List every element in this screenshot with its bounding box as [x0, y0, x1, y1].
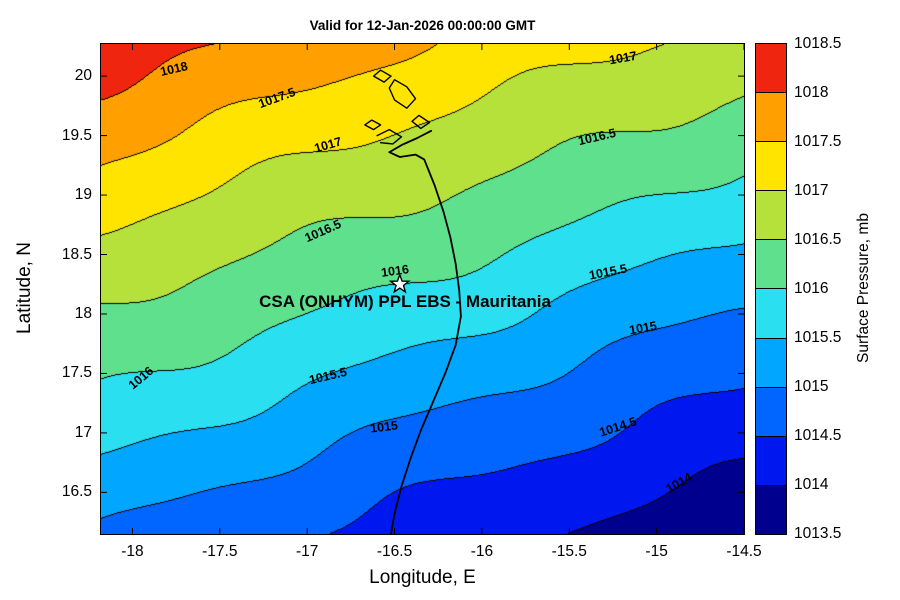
colorbar-tick-label: 1017.5 [794, 133, 842, 150]
colorbar-tick-label: 1015 [794, 378, 829, 395]
colorbar-band [756, 338, 786, 388]
x-tick-label: -18 [121, 543, 144, 560]
bay-path [376, 128, 403, 145]
colorbar-tick-label: 1017 [794, 182, 829, 199]
map-overlay [101, 44, 744, 534]
x-tick-label: -17.5 [202, 543, 238, 560]
colorbar-tick-label: 1018.5 [794, 35, 842, 52]
colorbar-tick-label: 1014 [794, 476, 829, 493]
x-tick-label: -17 [295, 543, 319, 560]
colorbar-tick-label: 1014.5 [794, 427, 842, 444]
x-axis-title: Longitude, E [369, 567, 476, 588]
y-tick-label: 19.5 [61, 126, 92, 144]
contour-field-canvas [101, 44, 744, 534]
x-tick-label: -16 [470, 543, 494, 560]
colorbar-band [756, 289, 786, 339]
colorbar-title: Surface Pressure, mb [855, 213, 872, 363]
colorbar [755, 43, 787, 535]
x-tick-label: -16.5 [376, 543, 413, 560]
colorbar-title-wrap: Surface Pressure, mb [846, 43, 882, 533]
colorbar-band [756, 142, 786, 192]
island-path [372, 69, 392, 83]
plot-area: CSA (ONHYM) PPL EBS - Mauritania 1018 101… [100, 43, 745, 535]
colorbar-band [756, 191, 786, 241]
island-path [388, 79, 417, 109]
colorbar-band [756, 44, 786, 94]
y-tick-label: 16.5 [61, 483, 92, 501]
colorbar-band [756, 93, 786, 143]
x-tick-label: -15 [645, 543, 668, 560]
colorbar-band [756, 485, 786, 534]
y-tick-label: 18.5 [61, 245, 92, 263]
colorbar-band [756, 436, 786, 486]
x-tick-label: -15.5 [551, 543, 587, 560]
y-tick-label: 18 [74, 304, 92, 322]
y-tick-label: 17.5 [61, 364, 92, 382]
coastline-path [388, 129, 462, 534]
island-path [364, 119, 382, 131]
y-tick-label: 17 [74, 423, 92, 441]
colorbar-tick-label: 1013.5 [794, 525, 842, 542]
y-axis-title-wrap: Latitude, N [8, 43, 42, 533]
chart-title: Valid for 12-Jan-2026 00:00:00 GMT [309, 18, 536, 33]
colorbar-tick-label: 1015.5 [794, 329, 842, 346]
island-path [411, 114, 431, 130]
y-tick-label: 20 [74, 67, 92, 85]
y-tick-label: 19 [74, 186, 92, 204]
colorbar-tick-label: 1018 [794, 84, 829, 101]
colorbar-tick-label: 1016.5 [794, 231, 842, 248]
x-tick-label: -14.5 [726, 543, 762, 560]
colorbar-band [756, 387, 786, 437]
colorbar-tick-label: 1016 [794, 280, 829, 297]
colorbar-band [756, 240, 786, 290]
colorbar-bands [756, 44, 786, 534]
star-marker-icon [388, 272, 411, 294]
y-axis-title: Latitude, N [14, 242, 35, 334]
